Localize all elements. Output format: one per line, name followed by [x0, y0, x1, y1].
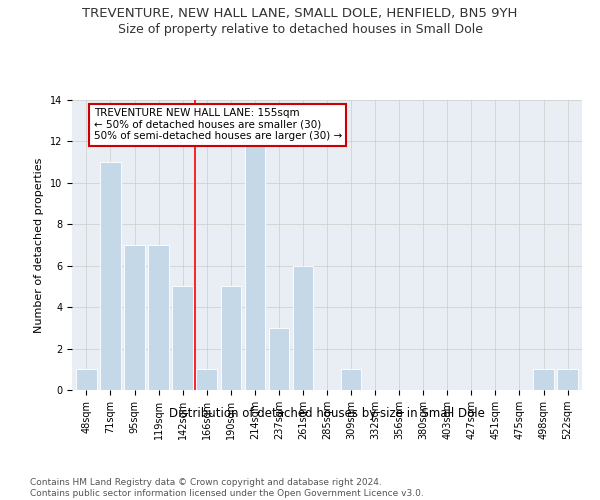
- Bar: [196, 370, 217, 390]
- Bar: [341, 370, 361, 390]
- Bar: [269, 328, 289, 390]
- Bar: [124, 245, 145, 390]
- Bar: [293, 266, 313, 390]
- Text: Size of property relative to detached houses in Small Dole: Size of property relative to detached ho…: [118, 22, 482, 36]
- Bar: [100, 162, 121, 390]
- Bar: [172, 286, 193, 390]
- Bar: [533, 370, 554, 390]
- Bar: [221, 286, 241, 390]
- Text: TREVENTURE NEW HALL LANE: 155sqm
← 50% of detached houses are smaller (30)
50% o: TREVENTURE NEW HALL LANE: 155sqm ← 50% o…: [94, 108, 342, 142]
- Bar: [245, 142, 265, 390]
- Bar: [76, 370, 97, 390]
- Bar: [557, 370, 578, 390]
- Y-axis label: Number of detached properties: Number of detached properties: [34, 158, 44, 332]
- Text: Contains HM Land Registry data © Crown copyright and database right 2024.
Contai: Contains HM Land Registry data © Crown c…: [30, 478, 424, 498]
- Text: Distribution of detached houses by size in Small Dole: Distribution of detached houses by size …: [169, 408, 485, 420]
- Bar: [148, 245, 169, 390]
- Text: TREVENTURE, NEW HALL LANE, SMALL DOLE, HENFIELD, BN5 9YH: TREVENTURE, NEW HALL LANE, SMALL DOLE, H…: [82, 8, 518, 20]
